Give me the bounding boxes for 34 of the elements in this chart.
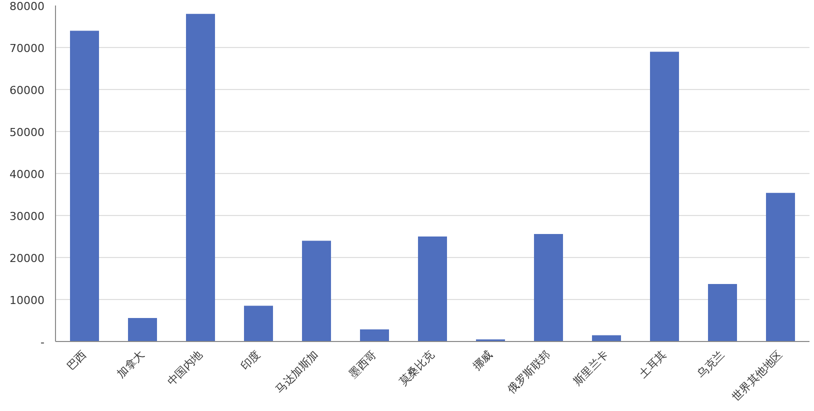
bar [418,236,447,342]
bar [70,30,99,342]
bar [650,52,679,342]
x-tick-label: 斯里兰卡 [570,348,612,388]
bar [766,192,795,342]
x-tick-label: 世界其他地区 [729,348,786,404]
bar [186,14,215,342]
bar [302,240,331,342]
x-tick-label: 土耳其 [636,348,670,380]
bar [128,318,157,342]
bar [244,306,273,342]
y-tick-label: 20000 [10,252,45,265]
y-tick-label: 50000 [10,126,45,139]
bar [534,234,563,342]
y-tick-label: 80000 [10,0,45,13]
bar [360,329,389,342]
x-tick-label: 乌克兰 [694,348,728,380]
x-tick-label: 墨西哥 [346,348,380,380]
x-tick-label: 挪威 [470,348,496,373]
x-tick-label: 莫桑比克 [396,348,438,388]
bar [708,284,737,342]
y-tick-label: 10000 [10,294,45,307]
x-tick-label: 俄罗斯联邦 [505,348,554,396]
x-tick-label: 加拿大 [114,348,148,380]
bar [592,335,621,342]
x-tick-label: 中国内地 [164,348,206,388]
y-tick-label: 60000 [10,84,45,97]
x-tick-label: 印度 [238,348,264,373]
y-tick-label: 70000 [10,42,45,55]
y-tick-label: 40000 [10,168,45,181]
x-tick-label: 巴西 [64,348,90,373]
y-tick-label: 30000 [10,210,45,223]
x-tick-label: 马达加斯加 [273,348,322,396]
y-tick-label: - [40,336,45,349]
